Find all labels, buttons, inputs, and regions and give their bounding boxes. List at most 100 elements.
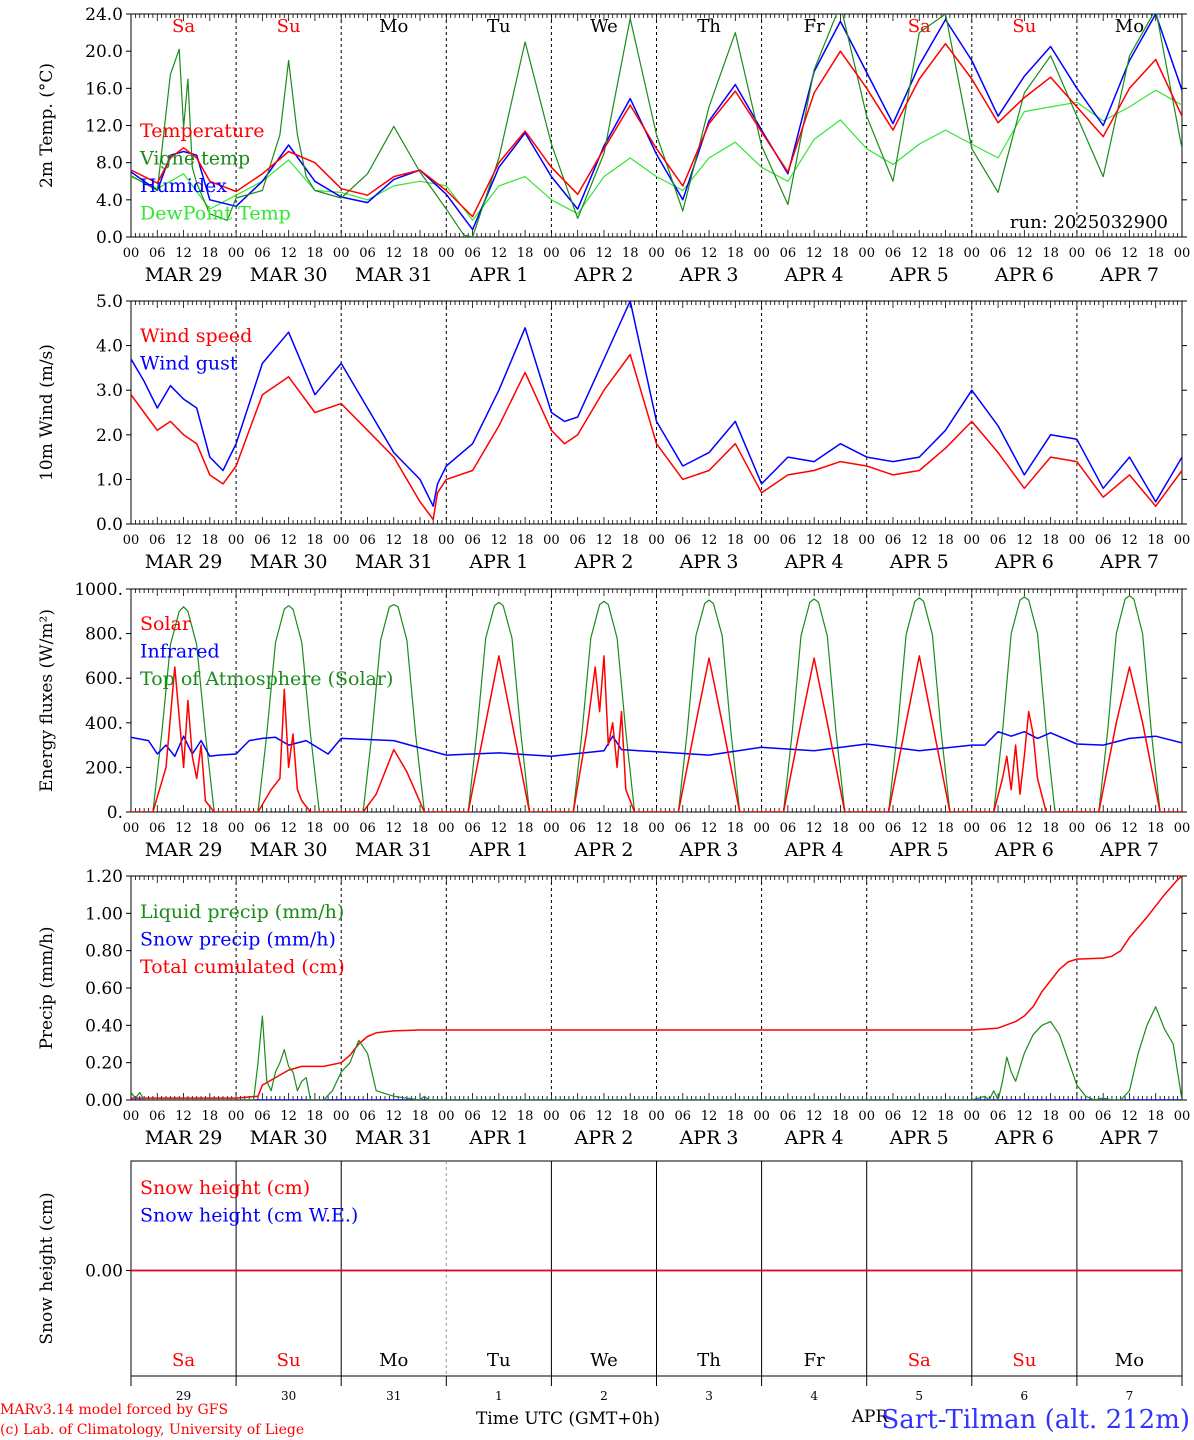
hour-tick-label: 00 <box>1174 533 1191 548</box>
day-label: APR 7 <box>1099 264 1159 286</box>
weekday-label: Su <box>1012 1350 1036 1371</box>
hour-tick-label: 18 <box>307 246 324 261</box>
hour-tick-label: 06 <box>1095 821 1112 836</box>
y-tick-label: 0. <box>107 803 123 823</box>
hour-tick-label: 06 <box>569 533 586 548</box>
hour-tick-label: 00 <box>964 533 981 548</box>
legend-entry: Temperature <box>140 120 264 142</box>
hour-tick-label: 00 <box>753 1109 770 1124</box>
weekday-label: Sa <box>908 1350 931 1371</box>
weekday-label: Fr <box>804 1350 825 1371</box>
y-tick-label: 200. <box>85 758 123 778</box>
hour-tick-label: 12 <box>596 821 613 836</box>
hour-tick-label: 18 <box>307 533 324 548</box>
weekday-label: Th <box>697 1350 721 1371</box>
weekday-label: Sa <box>172 1350 195 1371</box>
weekday-label: Fr <box>804 16 825 37</box>
hour-tick-label: 00 <box>648 1109 665 1124</box>
hour-tick-label: 00 <box>333 1109 350 1124</box>
day-number-label: 29 <box>176 1389 191 1403</box>
day-label: APR 3 <box>679 1127 739 1149</box>
hour-tick-label: 12 <box>175 1109 192 1124</box>
panel-5: 0.00 Snow height (cm) Sa Su Mo Tu We Th Fr Sa Su Mo… <box>37 1160 1183 1403</box>
hour-tick-label: 18 <box>412 246 429 261</box>
hour-tick-label: 06 <box>885 533 902 548</box>
hour-tick-label: 18 <box>1042 821 1059 836</box>
hour-tick-label: 00 <box>1069 1109 1086 1124</box>
hour-tick-label: 00 <box>858 246 875 261</box>
panel-1: 0.0 4.0 8.0 12.0 16.0 20.0 24.0 2m Temp. (°C) 00… <box>37 5 1190 286</box>
x-axis-title: Time UTC (GMT+0h) <box>476 1409 660 1429</box>
panels: 0.04.08.012.016.020.024.02m Temp. (°C)00… <box>37 5 1190 1403</box>
series-line-humidex <box>131 14 1182 231</box>
day-label: MAR 31 <box>355 839 433 861</box>
y-tick-label: 3.0 <box>96 381 123 401</box>
hour-tick-label: 18 <box>937 1109 954 1124</box>
hour-tick-label: 00 <box>648 246 665 261</box>
legend-entry: Liquid precip (mm/h) <box>140 901 344 923</box>
panel-4: 0.00 0.20 0.40 0.60 0.80 1.00 1.20 Precip (mm/h… <box>37 867 1190 1149</box>
hour-tick-label: 00 <box>1069 821 1086 836</box>
hour-tick-label: 18 <box>1042 533 1059 548</box>
y-tick-label: 600. <box>85 669 123 689</box>
hour-tick-label: 06 <box>149 821 166 836</box>
hour-tick-label: 00 <box>964 1109 981 1124</box>
series-layer <box>131 301 1182 521</box>
hour-tick-label: 06 <box>675 821 692 836</box>
series-layer <box>131 876 1182 1100</box>
hour-tick-label: 12 <box>596 1109 613 1124</box>
hour-tick-label: 18 <box>622 1109 639 1124</box>
legend-entry: Top of Atmosphere (Solar) <box>140 668 393 690</box>
hour-tick-label: 06 <box>149 533 166 548</box>
hour-tick-label: 06 <box>990 533 1007 548</box>
series-layer <box>131 14 1182 237</box>
day-label: APR 6 <box>994 839 1054 861</box>
series-line-dewpoint-temp <box>131 89 1182 221</box>
hour-tick-label: 06 <box>254 246 271 261</box>
hour-tick-label: 12 <box>911 1109 928 1124</box>
day-label: MAR 31 <box>355 264 433 286</box>
hour-tick-label: 06 <box>885 821 902 836</box>
y-tick-label: 8.0 <box>96 154 123 174</box>
hour-tick-label: 00 <box>543 533 560 548</box>
hour-tick-label: 00 <box>1069 246 1086 261</box>
day-label: APR 4 <box>784 1127 844 1149</box>
day-label: APR 5 <box>889 839 949 861</box>
hour-tick-label: 00 <box>964 821 981 836</box>
hour-tick-label: 00 <box>648 821 665 836</box>
hour-tick-label: 06 <box>675 533 692 548</box>
series-line-temperature <box>131 42 1182 218</box>
hour-tick-label: 00 <box>228 246 245 261</box>
hour-tick-label: 06 <box>885 1109 902 1124</box>
hour-tick-label: 18 <box>412 821 429 836</box>
weekday-label: Su <box>277 16 301 37</box>
hour-tick-label: 06 <box>780 821 797 836</box>
hour-tick-label: 06 <box>254 821 271 836</box>
hour-tick-label: 06 <box>149 1109 166 1124</box>
y-tick-label: 16.0 <box>85 79 123 99</box>
hour-tick-label: 06 <box>780 1109 797 1124</box>
day-label: APR 4 <box>784 839 844 861</box>
hour-tick-label: 18 <box>1147 533 1164 548</box>
hour-tick-label: 06 <box>885 246 902 261</box>
y-axis-label: Precip (mm/h) <box>37 926 57 1049</box>
hour-tick-label: 00 <box>1174 1109 1191 1124</box>
hour-tick-label: 06 <box>149 246 166 261</box>
hour-tick-label: 06 <box>359 821 376 836</box>
hour-tick-label: 00 <box>1174 246 1191 261</box>
hour-tick-label: 12 <box>1121 533 1138 548</box>
hour-tick-label: 12 <box>491 246 508 261</box>
panel-3: 0. 200. 400. 600. 800. 1000. Energy fluxes (W/… <box>37 580 1190 861</box>
hour-tick-label: 18 <box>1147 1109 1164 1124</box>
y-tick-label: 800. <box>85 625 123 645</box>
day-number-label: 2 <box>600 1389 608 1403</box>
hour-tick-label: 00 <box>858 1109 875 1124</box>
weekday-label: We <box>590 16 618 37</box>
day-label: APR 4 <box>784 551 844 573</box>
hour-tick-label: 06 <box>1095 246 1112 261</box>
hour-tick-label: 00 <box>753 246 770 261</box>
y-tick-label: 4.0 <box>96 191 123 211</box>
hour-tick-label: 06 <box>990 821 1007 836</box>
series-line-top-of-atmosphere-solar- <box>131 595 1182 812</box>
